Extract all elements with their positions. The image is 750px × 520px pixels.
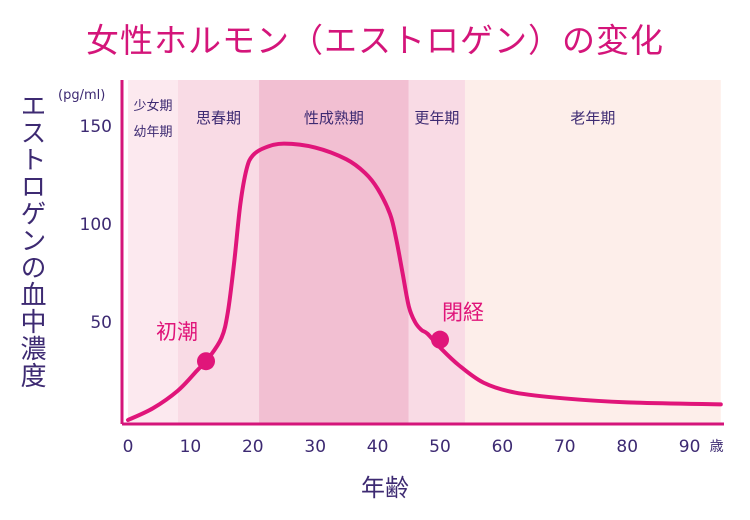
phase-label: 少女期: [133, 98, 172, 114]
x-tick-label: 80: [616, 437, 638, 457]
y-axis-unit: (pg/ml): [58, 88, 106, 103]
phase-band: [128, 80, 178, 424]
annotation-label: 閉経: [442, 301, 484, 325]
x-tick-label: 90: [679, 437, 701, 457]
annotation-marker: [197, 352, 215, 371]
x-tick-label: 20: [242, 437, 264, 457]
x-tick-label: 30: [304, 437, 326, 457]
x-tick-label: 70: [554, 437, 576, 457]
x-tick-label: 50: [429, 437, 451, 457]
y-axis-label: エストロゲンの血中濃度: [16, 92, 46, 389]
x-axis-unit: 歳: [710, 439, 724, 455]
chart-title: 女性ホルモン（エストロゲン）の変化: [86, 21, 664, 60]
phase-label: 性成熟期: [304, 109, 364, 127]
annotation-label: 初潮: [156, 320, 198, 344]
y-tick-label: 150: [80, 117, 112, 137]
phase-label: 老年期: [570, 109, 615, 127]
phase-label: 幼年期: [133, 125, 172, 140]
x-tick-label: 0: [123, 437, 134, 457]
phase-band: [464, 80, 721, 424]
phase-label: 更年期: [414, 109, 459, 127]
phase-band: [177, 80, 260, 424]
x-tick-label: 60: [492, 437, 514, 457]
phase-band: [408, 80, 465, 424]
phase-label: 思春期: [196, 109, 241, 127]
x-tick-label: 10: [180, 437, 202, 457]
x-tick-label: 40: [367, 437, 389, 457]
estrogen-series-line: [126, 141, 723, 422]
x-axis-label: 年齢: [361, 474, 409, 502]
y-tick-label: 100: [80, 215, 112, 235]
phase-band: [259, 80, 409, 424]
y-tick-label: 50: [90, 313, 112, 333]
annotation-marker: [431, 330, 449, 349]
